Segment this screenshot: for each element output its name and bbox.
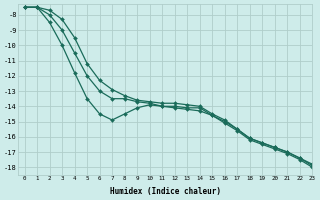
X-axis label: Humidex (Indice chaleur): Humidex (Indice chaleur)	[110, 187, 221, 196]
